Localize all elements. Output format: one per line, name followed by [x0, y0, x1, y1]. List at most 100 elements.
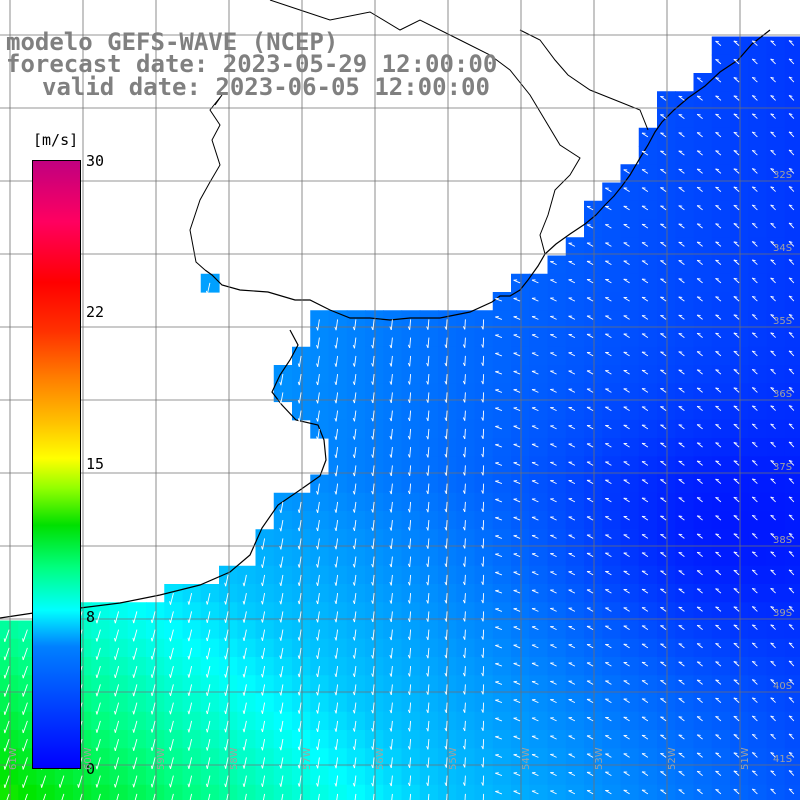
wind-arrow-head [462, 326, 466, 330]
wind-arrow [243, 574, 247, 587]
wind-speed-cell [602, 547, 622, 567]
wind-arrow-head [788, 569, 793, 572]
wind-speed-cell [565, 456, 585, 476]
wind-arrow [225, 775, 229, 788]
wind-speed-cell [73, 784, 92, 800]
wind-arrow [678, 333, 685, 338]
wind-arrow-head [770, 95, 775, 97]
wind-arrow [445, 593, 448, 604]
wind-speed-cell [401, 784, 421, 800]
wind-speed-cell [784, 419, 800, 439]
wind-speed-cell [693, 748, 713, 768]
wind-arrow [317, 611, 320, 623]
wind-arrow [427, 337, 430, 348]
wind-arrow-head [481, 508, 484, 512]
wind-speed-cell [565, 419, 585, 439]
wind-arrow-head [389, 417, 392, 422]
wind-arrow [495, 407, 503, 412]
wind-arrow-head [462, 545, 466, 549]
wind-arrow [206, 647, 211, 660]
wind-arrow [788, 368, 795, 375]
wind-arrow-head [389, 490, 392, 495]
wind-arrow [733, 241, 740, 247]
wind-arrow [733, 350, 740, 357]
wind-arrow [586, 242, 594, 247]
wind-speed-cell [547, 474, 567, 494]
wind-speed-cell [638, 310, 658, 330]
wind-speed-cell [675, 310, 695, 330]
wind-arrow [641, 369, 649, 375]
wind-arrow [696, 679, 703, 685]
wind-arrow-head [788, 350, 793, 353]
wind-speed-cell [146, 784, 165, 800]
wind-arrow [372, 757, 375, 769]
wind-arrow [678, 442, 685, 448]
wind-speed-cell [657, 511, 676, 530]
wind-arrow [513, 626, 521, 631]
wind-speed-cell [602, 675, 622, 695]
wind-arrow [770, 350, 776, 357]
wind-speed-cell [584, 328, 603, 348]
wind-speed-cell [547, 693, 567, 713]
wind-speed-cell [620, 657, 640, 676]
wind-arrow-head [334, 436, 337, 440]
wind-arrow [733, 770, 740, 776]
wind-speed-cell [730, 310, 749, 330]
wind-speed-cell [748, 54, 768, 74]
wind-arrow-head [371, 782, 374, 787]
wind-speed-cell [127, 784, 147, 800]
wind-arrow-head [114, 692, 116, 697]
wind-arrow [770, 40, 776, 46]
wind-arrow-head [279, 783, 282, 787]
wind-arrow-head [205, 692, 208, 696]
wind-arrow [262, 666, 266, 678]
wind-arrow-head [462, 472, 466, 476]
wind-arrow [206, 757, 211, 769]
wind-arrow-head [697, 113, 701, 116]
wind-speed-cell [565, 383, 585, 403]
wind-arrow-head [261, 637, 263, 641]
wind-arrow [427, 410, 430, 421]
wind-speed-cell [584, 383, 603, 403]
wind-arrow [280, 757, 284, 769]
wind-speed-cell [565, 602, 585, 622]
wind-speed-cell [657, 766, 676, 786]
wind-arrow [427, 355, 430, 367]
wind-arrow-head [788, 113, 793, 116]
wind-arrow-head [444, 380, 447, 385]
wind-speed-cell [620, 182, 640, 202]
wind-speed-cell [675, 620, 695, 640]
wind-arrow-head [444, 472, 447, 476]
wind-speed-cell [657, 474, 676, 494]
wind-speed-cell [784, 182, 800, 202]
wind-arrow [298, 556, 302, 568]
wind-arrow-head [752, 76, 756, 79]
wind-speed-cell [675, 456, 695, 476]
wind-arrow [568, 425, 576, 430]
wind-arrow [427, 319, 430, 330]
wind-arrow-head [261, 673, 263, 678]
wind-arrow-head [444, 344, 447, 348]
wind-arrow [495, 772, 503, 777]
wind-speed-cell [766, 620, 786, 640]
wind-arrow [751, 369, 758, 375]
wind-speed-cell [273, 784, 293, 800]
coastline [0, 0, 771, 619]
wind-arrow [641, 680, 649, 685]
wind-arrow [298, 374, 302, 386]
wind-arrow [317, 684, 320, 696]
wind-arrow [464, 319, 466, 330]
wind-speed-cell [584, 365, 603, 384]
wind-arrow [696, 533, 703, 539]
wind-arrow-head [444, 326, 447, 330]
wind-arrow-head [242, 692, 245, 696]
wind-arrow [623, 315, 630, 320]
wind-arrow [495, 699, 503, 704]
wind-arrow [733, 40, 740, 46]
wind-arrow [151, 647, 156, 660]
wind-arrow-head [3, 784, 6, 788]
wind-arrow [495, 298, 503, 302]
wind-arrow [733, 606, 740, 612]
wind-speed-cell [547, 784, 567, 800]
wind-arrow-head [770, 569, 775, 572]
